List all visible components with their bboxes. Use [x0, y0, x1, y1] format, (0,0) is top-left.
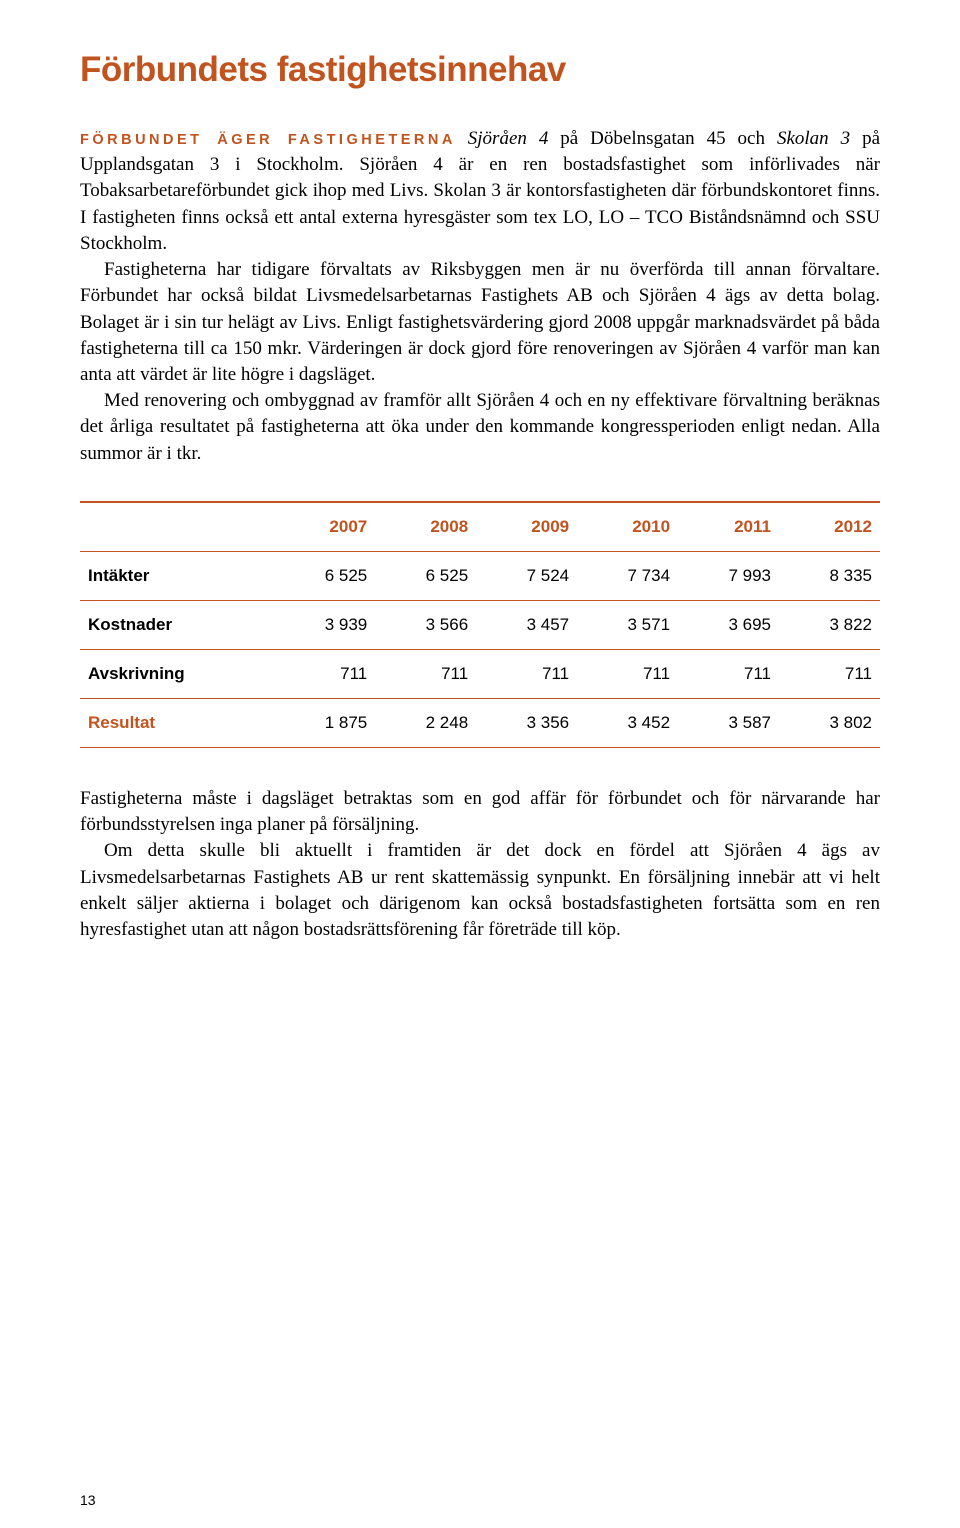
cell: 3 457	[476, 600, 577, 649]
cell: 2 248	[375, 698, 476, 747]
paragraph-3: Med renovering och ombyggnad av framför …	[80, 388, 880, 467]
italic-2: Skolan 3	[777, 128, 850, 149]
cell: 711	[375, 649, 476, 698]
financial-table-wrap: 2007 2008 2009 2010 2011 2012 Intäkter 6…	[80, 501, 880, 748]
col-header: 2008	[375, 502, 476, 552]
row-label: Intäkter	[80, 551, 274, 600]
table-row: Avskrivning 711 711 711 711 711 711	[80, 649, 880, 698]
row-label: Avskrivning	[80, 649, 274, 698]
table-row-result: Resultat 1 875 2 248 3 356 3 452 3 587 3…	[80, 698, 880, 747]
page-number: 13	[80, 1492, 96, 1508]
cell: 711	[476, 649, 577, 698]
italic-1: Sjöråen 4	[456, 128, 560, 149]
col-header: 2010	[577, 502, 678, 552]
cell: 3 939	[274, 600, 375, 649]
cell: 7 524	[476, 551, 577, 600]
col-header: 2012	[779, 502, 880, 552]
table-header-row: 2007 2008 2009 2010 2011 2012	[80, 502, 880, 552]
paragraph-5: Om detta skulle bli aktuellt i framtiden…	[80, 838, 880, 943]
cell: 711	[577, 649, 678, 698]
table-row: Intäkter 6 525 6 525 7 524 7 734 7 993 8…	[80, 551, 880, 600]
col-header	[80, 502, 274, 552]
row-label: Resultat	[80, 698, 274, 747]
paragraph-4: Fastigheterna måste i dagsläget betrakta…	[80, 786, 880, 838]
cell: 3 566	[375, 600, 476, 649]
cell: 711	[678, 649, 779, 698]
cell: 711	[779, 649, 880, 698]
col-header: 2011	[678, 502, 779, 552]
cell: 3 802	[779, 698, 880, 747]
table-row: Kostnader 3 939 3 566 3 457 3 571 3 695 …	[80, 600, 880, 649]
cell: 6 525	[274, 551, 375, 600]
page-title: Förbundets fastighetsinnehav	[80, 50, 880, 90]
cell: 3 356	[476, 698, 577, 747]
p1-part1: på Döbelnsgatan 45 och	[560, 128, 777, 149]
cell: 6 525	[375, 551, 476, 600]
cell: 3 452	[577, 698, 678, 747]
cell: 711	[274, 649, 375, 698]
cell: 3 822	[779, 600, 880, 649]
cell: 1 875	[274, 698, 375, 747]
cell: 3 571	[577, 600, 678, 649]
cell: 3 587	[678, 698, 779, 747]
col-header: 2009	[476, 502, 577, 552]
row-label: Kostnader	[80, 600, 274, 649]
cell: 7 993	[678, 551, 779, 600]
cell: 7 734	[577, 551, 678, 600]
financial-table: 2007 2008 2009 2010 2011 2012 Intäkter 6…	[80, 501, 880, 748]
col-header: 2007	[274, 502, 375, 552]
paragraph-1: Förbundet äger fastigheterna Sjöråen 4 p…	[80, 126, 880, 257]
cell: 3 695	[678, 600, 779, 649]
lead-label: Förbundet äger fastigheterna	[80, 132, 456, 148]
cell: 8 335	[779, 551, 880, 600]
paragraph-2: Fastigheterna har tidigare förvaltats av…	[80, 257, 880, 388]
